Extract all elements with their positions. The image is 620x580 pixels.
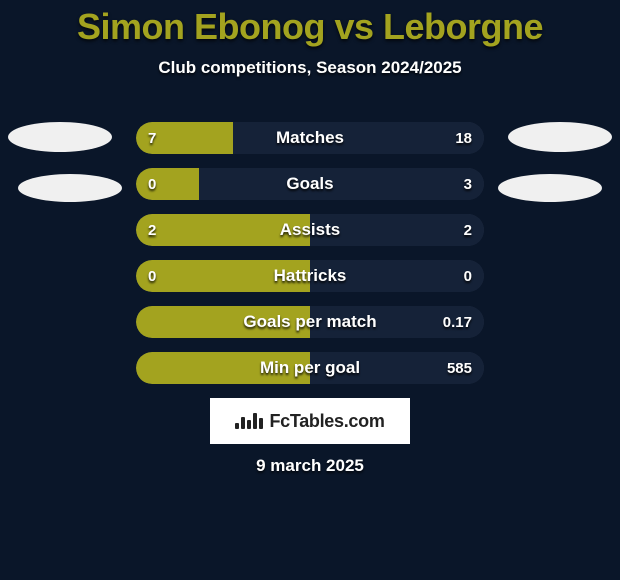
player-left-avatar-2 (18, 174, 122, 202)
logo-text: FcTables.com (269, 411, 384, 432)
stat-bar: Min per goal585 (136, 352, 484, 384)
player-left-avatar (8, 122, 112, 152)
stat-bar-left-fill (136, 168, 199, 200)
stat-bar-right-fill (199, 168, 484, 200)
stat-bar-left-fill (136, 260, 310, 292)
stat-bar: Matches718 (136, 122, 484, 154)
player-right-avatar-2 (498, 174, 602, 202)
stat-bar-left-fill (136, 306, 310, 338)
stat-bar-right-fill (310, 214, 484, 246)
stat-bar: Assists22 (136, 214, 484, 246)
stat-bar: Hattricks00 (136, 260, 484, 292)
stat-bar: Goals03 (136, 168, 484, 200)
fctables-logo: FcTables.com (210, 398, 410, 444)
comparison-subtitle: Club competitions, Season 2024/2025 (0, 58, 620, 78)
stat-bar-right-fill (310, 260, 484, 292)
stat-bar-left-fill (136, 122, 233, 154)
stat-bar-left-fill (136, 352, 310, 384)
logo-chart-icon (235, 413, 263, 429)
player-right-avatar (508, 122, 612, 152)
stat-bar-left-fill (136, 214, 310, 246)
infographic-date: 9 march 2025 (0, 456, 620, 476)
stat-bar-right-fill (310, 352, 484, 384)
comparison-bars: Matches718 Goals03 Assists22 Hattricks00 Goa… (136, 122, 484, 384)
stat-bar: Goals per match0.17 (136, 306, 484, 338)
stat-bar-right-fill (233, 122, 484, 154)
stat-bar-right-fill (310, 306, 484, 338)
comparison-title: Simon Ebonog vs Leborgne (0, 0, 620, 48)
